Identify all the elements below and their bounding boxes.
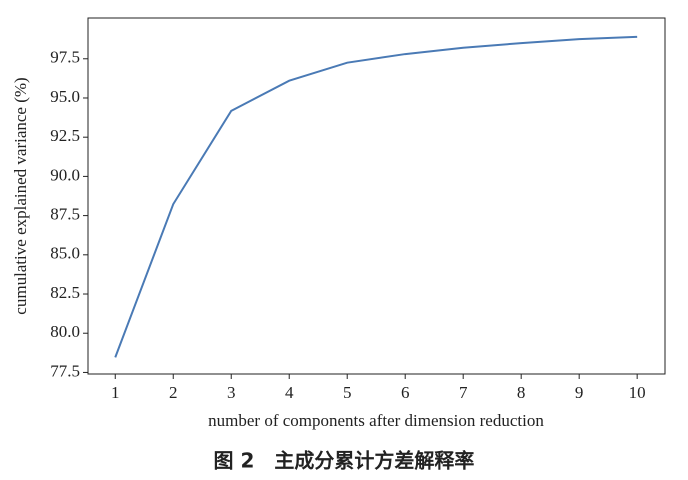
y-axis-label: cumulative explained variance (%) xyxy=(11,77,30,314)
y-tick-label: 85.0 xyxy=(50,244,80,263)
x-tick-label: 6 xyxy=(401,383,410,402)
x-tick-label: 10 xyxy=(629,383,646,402)
y-tick-label: 77.5 xyxy=(50,361,80,380)
caption: 图 2 主成分累计方差解释率 xyxy=(214,449,475,473)
x-tick-label: 9 xyxy=(575,383,584,402)
y-tick-label: 90.0 xyxy=(50,165,80,184)
x-tick-label: 2 xyxy=(169,383,178,402)
x-axis-label: number of components after dimension red… xyxy=(208,411,544,430)
x-tick-label: 4 xyxy=(285,383,294,402)
y-tick-label: 87.5 xyxy=(50,205,80,224)
x-tick-label: 8 xyxy=(517,383,526,402)
x-tick-label: 7 xyxy=(459,383,468,402)
y-tick-label: 95.0 xyxy=(50,87,80,106)
y-tick-label: 82.5 xyxy=(50,283,80,302)
line xyxy=(114,35,638,358)
y-tick-label: 97.5 xyxy=(50,48,80,67)
x-tick-label: 5 xyxy=(343,383,352,402)
y-tick-label: 92.5 xyxy=(50,126,80,145)
x-tick-label: 1 xyxy=(111,383,120,402)
y-tick-label: 80.0 xyxy=(50,322,80,341)
plot-frame xyxy=(87,17,666,375)
x-tick-label: 3 xyxy=(227,383,236,402)
